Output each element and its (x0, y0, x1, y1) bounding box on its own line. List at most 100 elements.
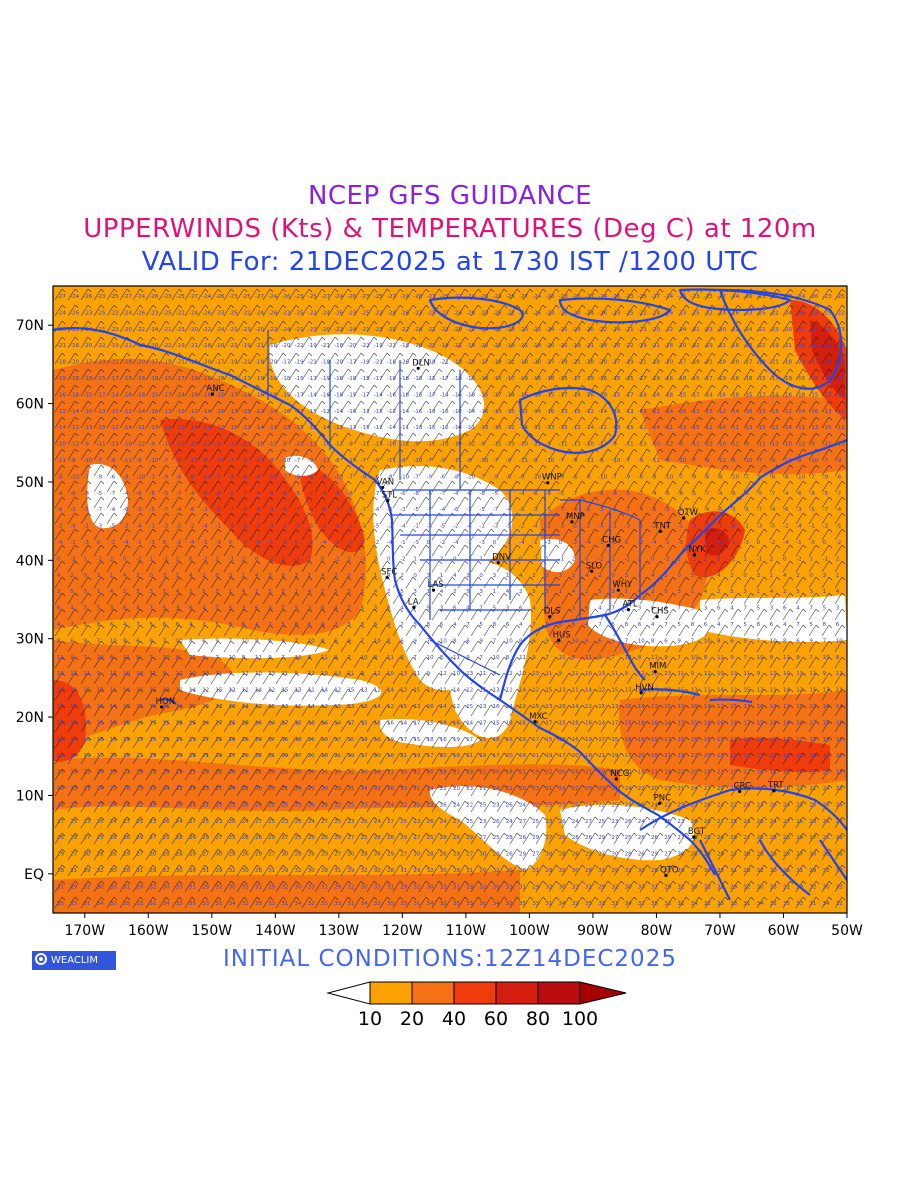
temp-value: 29 (387, 852, 394, 858)
temp-value: 0 (453, 556, 457, 562)
temp-value: 13 (83, 704, 90, 710)
temp-value: 5 (163, 606, 167, 612)
temp-value: -21 (559, 327, 568, 333)
temp-value: -2 (334, 556, 339, 562)
temp-value: 17 (70, 737, 77, 743)
temp-value: 26 (836, 802, 843, 808)
temp-value: 28 (717, 868, 724, 874)
temp-value: 13 (757, 688, 764, 694)
temp-value: -4 (519, 540, 525, 546)
temp-value: -11 (625, 442, 634, 448)
temp-value: 3 (743, 589, 747, 595)
temp-value: -12 (836, 425, 845, 431)
temp-value: 20 (163, 770, 170, 776)
temp-value: 5 (730, 589, 734, 595)
temp-value: 31 (83, 901, 90, 907)
temp-value: 15 (136, 704, 143, 710)
temp-value: 14 (730, 720, 737, 726)
temp-value: 13 (202, 671, 209, 677)
temp-value: -10 (651, 442, 660, 448)
temp-value: 12 (598, 688, 605, 694)
temp-value: 26 (770, 802, 777, 808)
temp-value: -21 (123, 343, 132, 349)
temp-value: -5 (97, 491, 103, 497)
temp-value: -7 (625, 507, 631, 513)
temp-value: -12 (770, 425, 779, 431)
temp-value: -24 (717, 310, 726, 316)
temp-value: 7 (149, 655, 153, 661)
temp-value: 34 (757, 901, 764, 907)
temp-value: 21 (189, 770, 196, 776)
temp-value: -22 (730, 327, 739, 333)
temp-value: -8 (796, 458, 802, 464)
temp-value: -12 (268, 442, 277, 448)
temp-value: 4 (796, 606, 800, 612)
temp-value: 31 (202, 868, 209, 874)
temp-value: -4 (783, 491, 789, 497)
temp-value: 34 (823, 901, 830, 907)
temp-value: -17 (625, 392, 634, 398)
temp-value: -23 (691, 294, 700, 300)
temp-value: 14 (796, 720, 803, 726)
temp-value: 3 (110, 606, 114, 612)
station-marker (606, 543, 610, 548)
temp-value: 12 (466, 688, 473, 694)
temp-value: -13 (440, 442, 449, 448)
temp-value: -8 (651, 474, 657, 480)
temp-value: -20 (413, 343, 422, 349)
temp-value: 10 (651, 671, 658, 677)
temp-value: 14 (387, 688, 394, 694)
temp-value: -22 (268, 327, 277, 333)
temp-value: -11 (427, 442, 436, 448)
temp-value: 10 (453, 671, 460, 677)
temp-value: -2 (400, 556, 405, 562)
temp-value: -16 (545, 409, 554, 415)
temp-value: -5 (427, 491, 433, 497)
temp-value: 32 (347, 884, 354, 890)
temp-value: -16 (809, 409, 818, 415)
temp-value: -6 (836, 474, 842, 480)
temp-value: -23 (83, 310, 92, 316)
temp-value: -2 (110, 540, 115, 546)
temp-value: 15 (809, 688, 816, 694)
temp-value: -22 (308, 310, 317, 316)
temp-value: -17 (110, 376, 119, 382)
temp-value: 22 (202, 802, 209, 808)
temp-value: 12 (189, 704, 196, 710)
temp-value: -23 (823, 294, 832, 300)
temp-value: -20 (453, 327, 462, 333)
temp-value: 0 (361, 540, 365, 546)
temp-value: -19 (783, 376, 792, 382)
temp-value: -20 (215, 343, 224, 349)
temp-value: 21 (387, 770, 394, 776)
temp-value: 21 (70, 753, 77, 759)
temp-value: -14 (453, 425, 462, 431)
temp-value: -19 (440, 343, 449, 349)
temp-value: -3 (532, 507, 538, 513)
temp-value: -1 (664, 540, 669, 546)
temp-value: 32 (440, 901, 447, 907)
temp-value: 14 (532, 720, 539, 726)
temp-value: 32 (97, 868, 104, 874)
temp-value: 22 (743, 770, 750, 776)
temp-value: -3 (136, 507, 142, 513)
temp-value: -2 (783, 524, 788, 530)
temp-value: 23 (691, 802, 698, 808)
temp-value: 13 (545, 704, 552, 710)
temp-value: 3 (295, 573, 299, 579)
temp-value: 10 (691, 655, 698, 661)
temp-value: -8 (453, 474, 459, 480)
temp-value: 14 (334, 720, 341, 726)
temp-value: -10 (400, 474, 409, 480)
temp-value: -9 (625, 474, 631, 480)
temp-value: -18 (664, 343, 673, 349)
colorbar: 10 20 40 60 80 100 (326, 981, 627, 1030)
temp-value: -24 (585, 310, 594, 316)
temp-value: 25 (347, 802, 354, 808)
temp-value: 25 (149, 802, 156, 808)
temp-value: -13 (479, 425, 488, 431)
temp-value: -6 (506, 474, 512, 480)
temp-value: -8 (202, 458, 208, 464)
temp-value: 32 (361, 868, 368, 874)
